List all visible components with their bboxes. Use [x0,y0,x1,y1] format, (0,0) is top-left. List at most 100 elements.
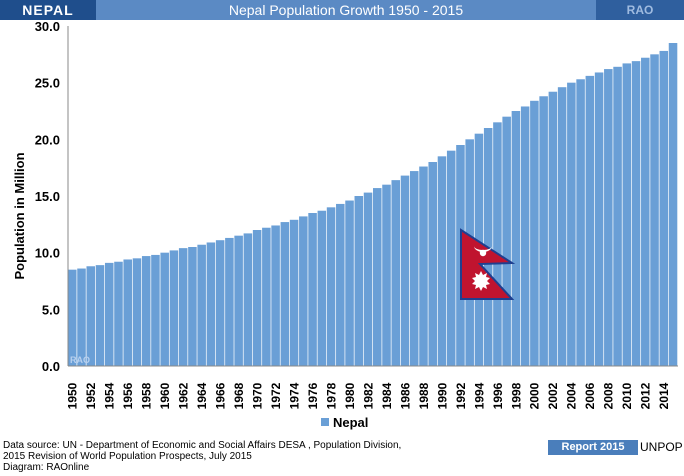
header-country: NEPAL [0,0,96,20]
bar-1989 [428,162,437,366]
bar-1958 [141,256,151,366]
y-tick-label: 20.0 [35,132,60,147]
bar-1978 [326,207,336,366]
source-line-2: 2015 Revision of World Population Prospe… [3,451,252,462]
header-brand: RAO [596,0,684,20]
report-badge: Report 2015 [548,440,638,455]
y-axis-title: Population in Million [12,152,27,279]
org-label: UNPOP [640,440,683,454]
x-tick-label: 1982 [361,382,375,409]
bar-2014 [659,50,669,367]
bar-1957 [132,258,142,366]
x-tick-label: 2008 [602,382,616,409]
bar-2006 [585,75,595,366]
x-tick-label: 1970 [250,382,264,409]
bar-2001 [539,96,548,367]
y-tick-label: 10.0 [35,246,60,261]
x-tick-label: 1992 [454,382,468,409]
legend: Nepal [321,415,368,430]
bar-1959 [151,254,160,366]
bar-1965 [206,242,216,366]
bar-1999 [520,106,530,366]
bar-1962 [178,248,188,366]
bar-1991 [446,150,456,366]
x-tick-label: 1986 [398,382,412,409]
bar-2013 [650,54,659,366]
bar-1970 [252,230,262,366]
bar-2010 [622,63,632,367]
bar-1961 [169,250,179,366]
x-tick-label: 1976 [306,382,320,409]
bar-1964 [197,244,206,366]
bar-1973 [280,222,290,366]
bar-1952 [86,266,96,366]
bar-1988 [419,166,428,366]
chart-title: Nepal Population Growth 1950 - 2015 [228,2,464,18]
x-tick-label: 1966 [214,382,228,409]
footer: Data source: UN - Department of Economic… [0,438,684,476]
bar-2003 [557,87,567,366]
x-tick-label: 1998 [509,382,523,409]
bar-1998 [511,111,521,366]
nepal-flag-icon [460,228,516,300]
bar-1990 [437,156,447,366]
bar-2007 [594,72,604,366]
x-tick-label: 1974 [287,382,301,409]
watermark: RAO [70,355,90,365]
bar-1975 [299,216,308,366]
bar-1985 [391,180,401,366]
bar-1966 [215,240,225,366]
bar-1986 [400,175,410,366]
bar-1960 [160,252,169,366]
bar-1997 [502,116,511,366]
source-line-3: Diagram: RAOnline [3,462,90,473]
x-tick-label: 1964 [195,382,209,409]
x-tick-label: 1988 [417,382,431,409]
x-tick-label: 1978 [324,382,338,409]
data-source-text: Data source: UN - Department of Economic… [3,440,401,473]
bar-2005 [576,79,585,366]
bar-1971 [262,227,271,366]
x-tick-label: 1972 [269,382,283,409]
x-tick-label: 1958 [140,382,154,409]
bar-2002 [548,91,558,366]
bar-1974 [289,219,299,366]
bar-1996 [493,122,502,366]
x-tick-label: 1996 [491,382,505,409]
bar-1968 [234,235,243,366]
bar-2000 [530,100,539,367]
bar-1950 [68,269,77,366]
bar-series-nepal [68,43,678,367]
bar-1980 [345,200,354,366]
bar-1979 [336,203,345,366]
y-tick-label: 30.0 [35,20,60,34]
bar-2012 [641,57,650,366]
bar-1956 [123,259,132,366]
legend-swatch [321,418,329,426]
y-tick-label: 25.0 [35,76,60,91]
x-tick-label: 1950 [66,382,80,409]
bar-1963 [188,247,197,366]
bar-1983 [373,188,382,366]
bar-1953 [95,265,105,366]
bar-2008 [604,69,613,366]
bar-2015 [668,43,678,366]
x-tick-label: 2002 [546,382,560,409]
x-tick-label: 2004 [565,382,579,409]
x-tick-label: 2010 [620,382,634,409]
legend-label-nepal: Nepal [333,415,368,430]
bar-1976 [308,213,317,366]
x-tick-label: 1968 [232,382,246,409]
bar-1972 [271,225,280,366]
bar-1987 [409,171,419,366]
x-tick-label: 2014 [657,382,671,409]
bar-2004 [567,82,576,367]
y-tick-label: 5.0 [42,302,60,317]
header-bar: NEPAL Nepal Population Growth 1950 - 201… [0,0,684,20]
x-axis: 1950 1952 1954 1956 1958 1960 1962 1964 1966 1968… [66,365,678,409]
bar-1981 [354,196,364,366]
bar-1951 [77,268,86,366]
x-tick-label: 1956 [121,382,135,409]
bar-1967 [225,237,234,366]
bar-1969 [243,233,253,366]
